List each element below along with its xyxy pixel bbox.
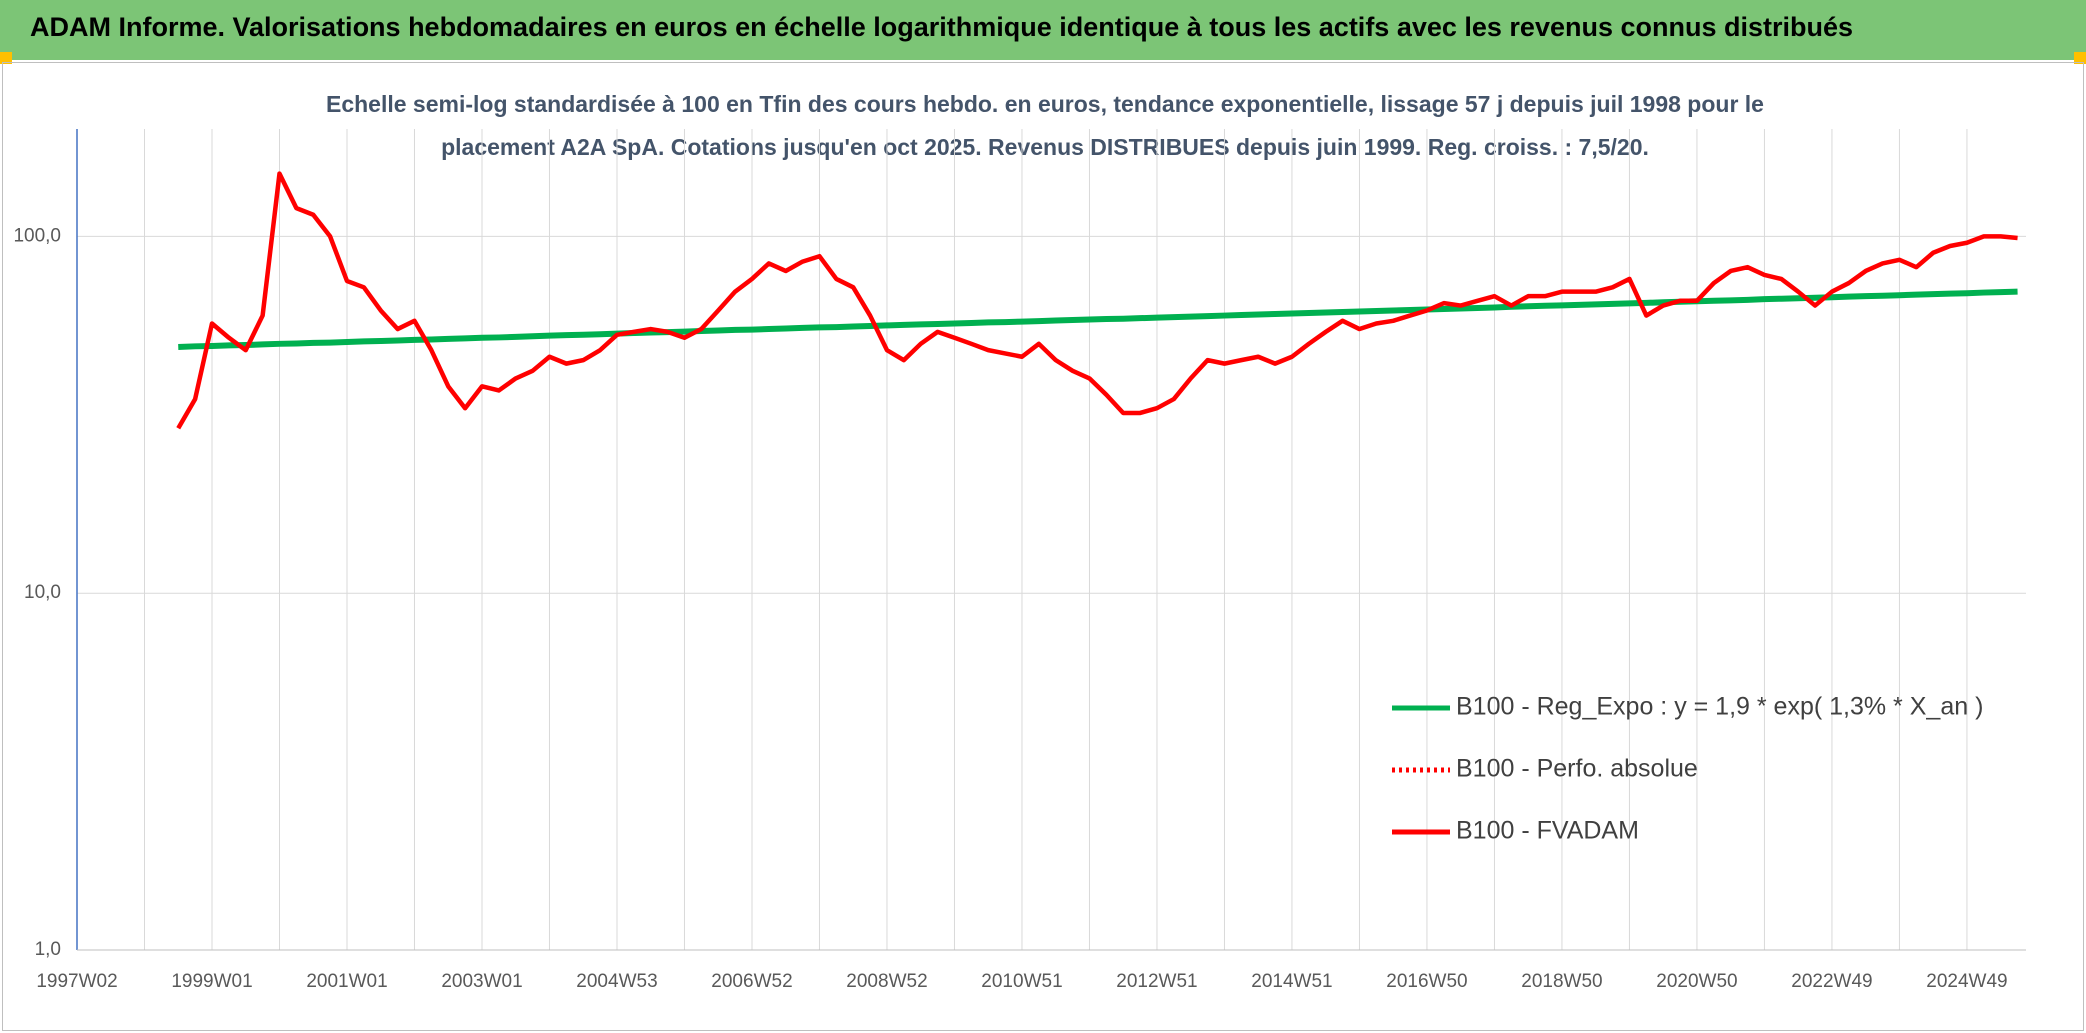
corner-mark bbox=[0, 52, 12, 64]
x-tick-label: 2014W51 bbox=[1251, 971, 1332, 992]
page-title: ADAM Informe. Valorisations hebdomadaire… bbox=[30, 12, 1854, 42]
x-tick-label: 2020W50 bbox=[1656, 971, 1737, 992]
x-tick-label: 2012W51 bbox=[1116, 971, 1197, 992]
x-tick-label: 2008W52 bbox=[846, 971, 927, 992]
x-tick-label: 2001W01 bbox=[306, 971, 387, 992]
legend-label: B100 - Perfo. absolue bbox=[1456, 755, 1698, 783]
x-tick-label: 2003W01 bbox=[441, 971, 522, 992]
series-line bbox=[176, 171, 2018, 430]
chart-subtitle: Echelle semi-log standardisée à 100 en T… bbox=[326, 91, 1764, 117]
x-tick-label: 2004W53 bbox=[576, 971, 657, 992]
y-tick-label: 10,0 bbox=[24, 582, 61, 603]
chart-subtitle: placement A2A SpA. Cotations jusqu'en oc… bbox=[441, 134, 1649, 160]
header: ADAM Informe. Valorisations hebdomadaire… bbox=[0, 0, 2086, 60]
x-tick-label: 2022W49 bbox=[1791, 971, 1872, 992]
x-tick-label: 1999W01 bbox=[171, 971, 252, 992]
x-tick-label: 1997W02 bbox=[36, 971, 117, 992]
series-line bbox=[178, 288, 2018, 350]
x-tick-label: 2006W52 bbox=[711, 971, 792, 992]
x-tick-label: 2018W50 bbox=[1521, 971, 1602, 992]
corner-mark bbox=[2074, 52, 2086, 64]
x-tick-label: 2016W50 bbox=[1386, 971, 1467, 992]
x-tick-label: 2010W51 bbox=[981, 971, 1062, 992]
x-tick-label: 2024W49 bbox=[1926, 971, 2007, 992]
y-tick-label: 1,0 bbox=[35, 939, 61, 960]
chart-frame bbox=[2, 62, 2084, 1031]
legend-label: B100 - FVADAM bbox=[1456, 817, 1639, 845]
y-tick-label: 100,0 bbox=[13, 225, 61, 246]
legend-label: B100 - Reg_Expo : y = 1,9 * exp( 1,3% * … bbox=[1456, 693, 1983, 721]
